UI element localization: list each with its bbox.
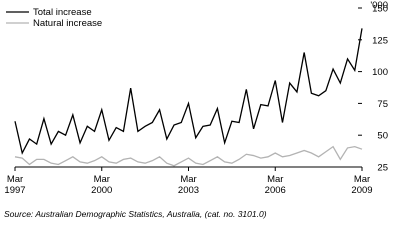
- unit-label: '000: [370, 0, 388, 11]
- x-tick-label: Mar 1997: [4, 174, 25, 196]
- y-tick-label: 25: [377, 163, 388, 174]
- chart: '000 Source: Australian Demographic Stat…: [4, 0, 388, 219]
- x-tick-label: Mar 2000: [91, 174, 112, 196]
- y-tick-label: 100: [372, 67, 388, 78]
- x-tick-label: Mar 2009: [351, 174, 372, 196]
- series-line: [14, 145, 363, 167]
- legend-label: Natural increase: [33, 18, 102, 29]
- x-tick-label: Mar 2006: [265, 174, 286, 196]
- legend-label: Total increase: [33, 7, 92, 18]
- y-tick-label: 75: [377, 99, 388, 110]
- y-tick-label: 150: [372, 4, 388, 15]
- source-note: Source: Australian Demographic Statistic…: [4, 209, 267, 219]
- series-line: [14, 28, 363, 155]
- x-tick-label: Mar 2003: [178, 174, 199, 196]
- y-tick-label: 50: [377, 131, 388, 142]
- y-tick-label: 125: [372, 35, 388, 46]
